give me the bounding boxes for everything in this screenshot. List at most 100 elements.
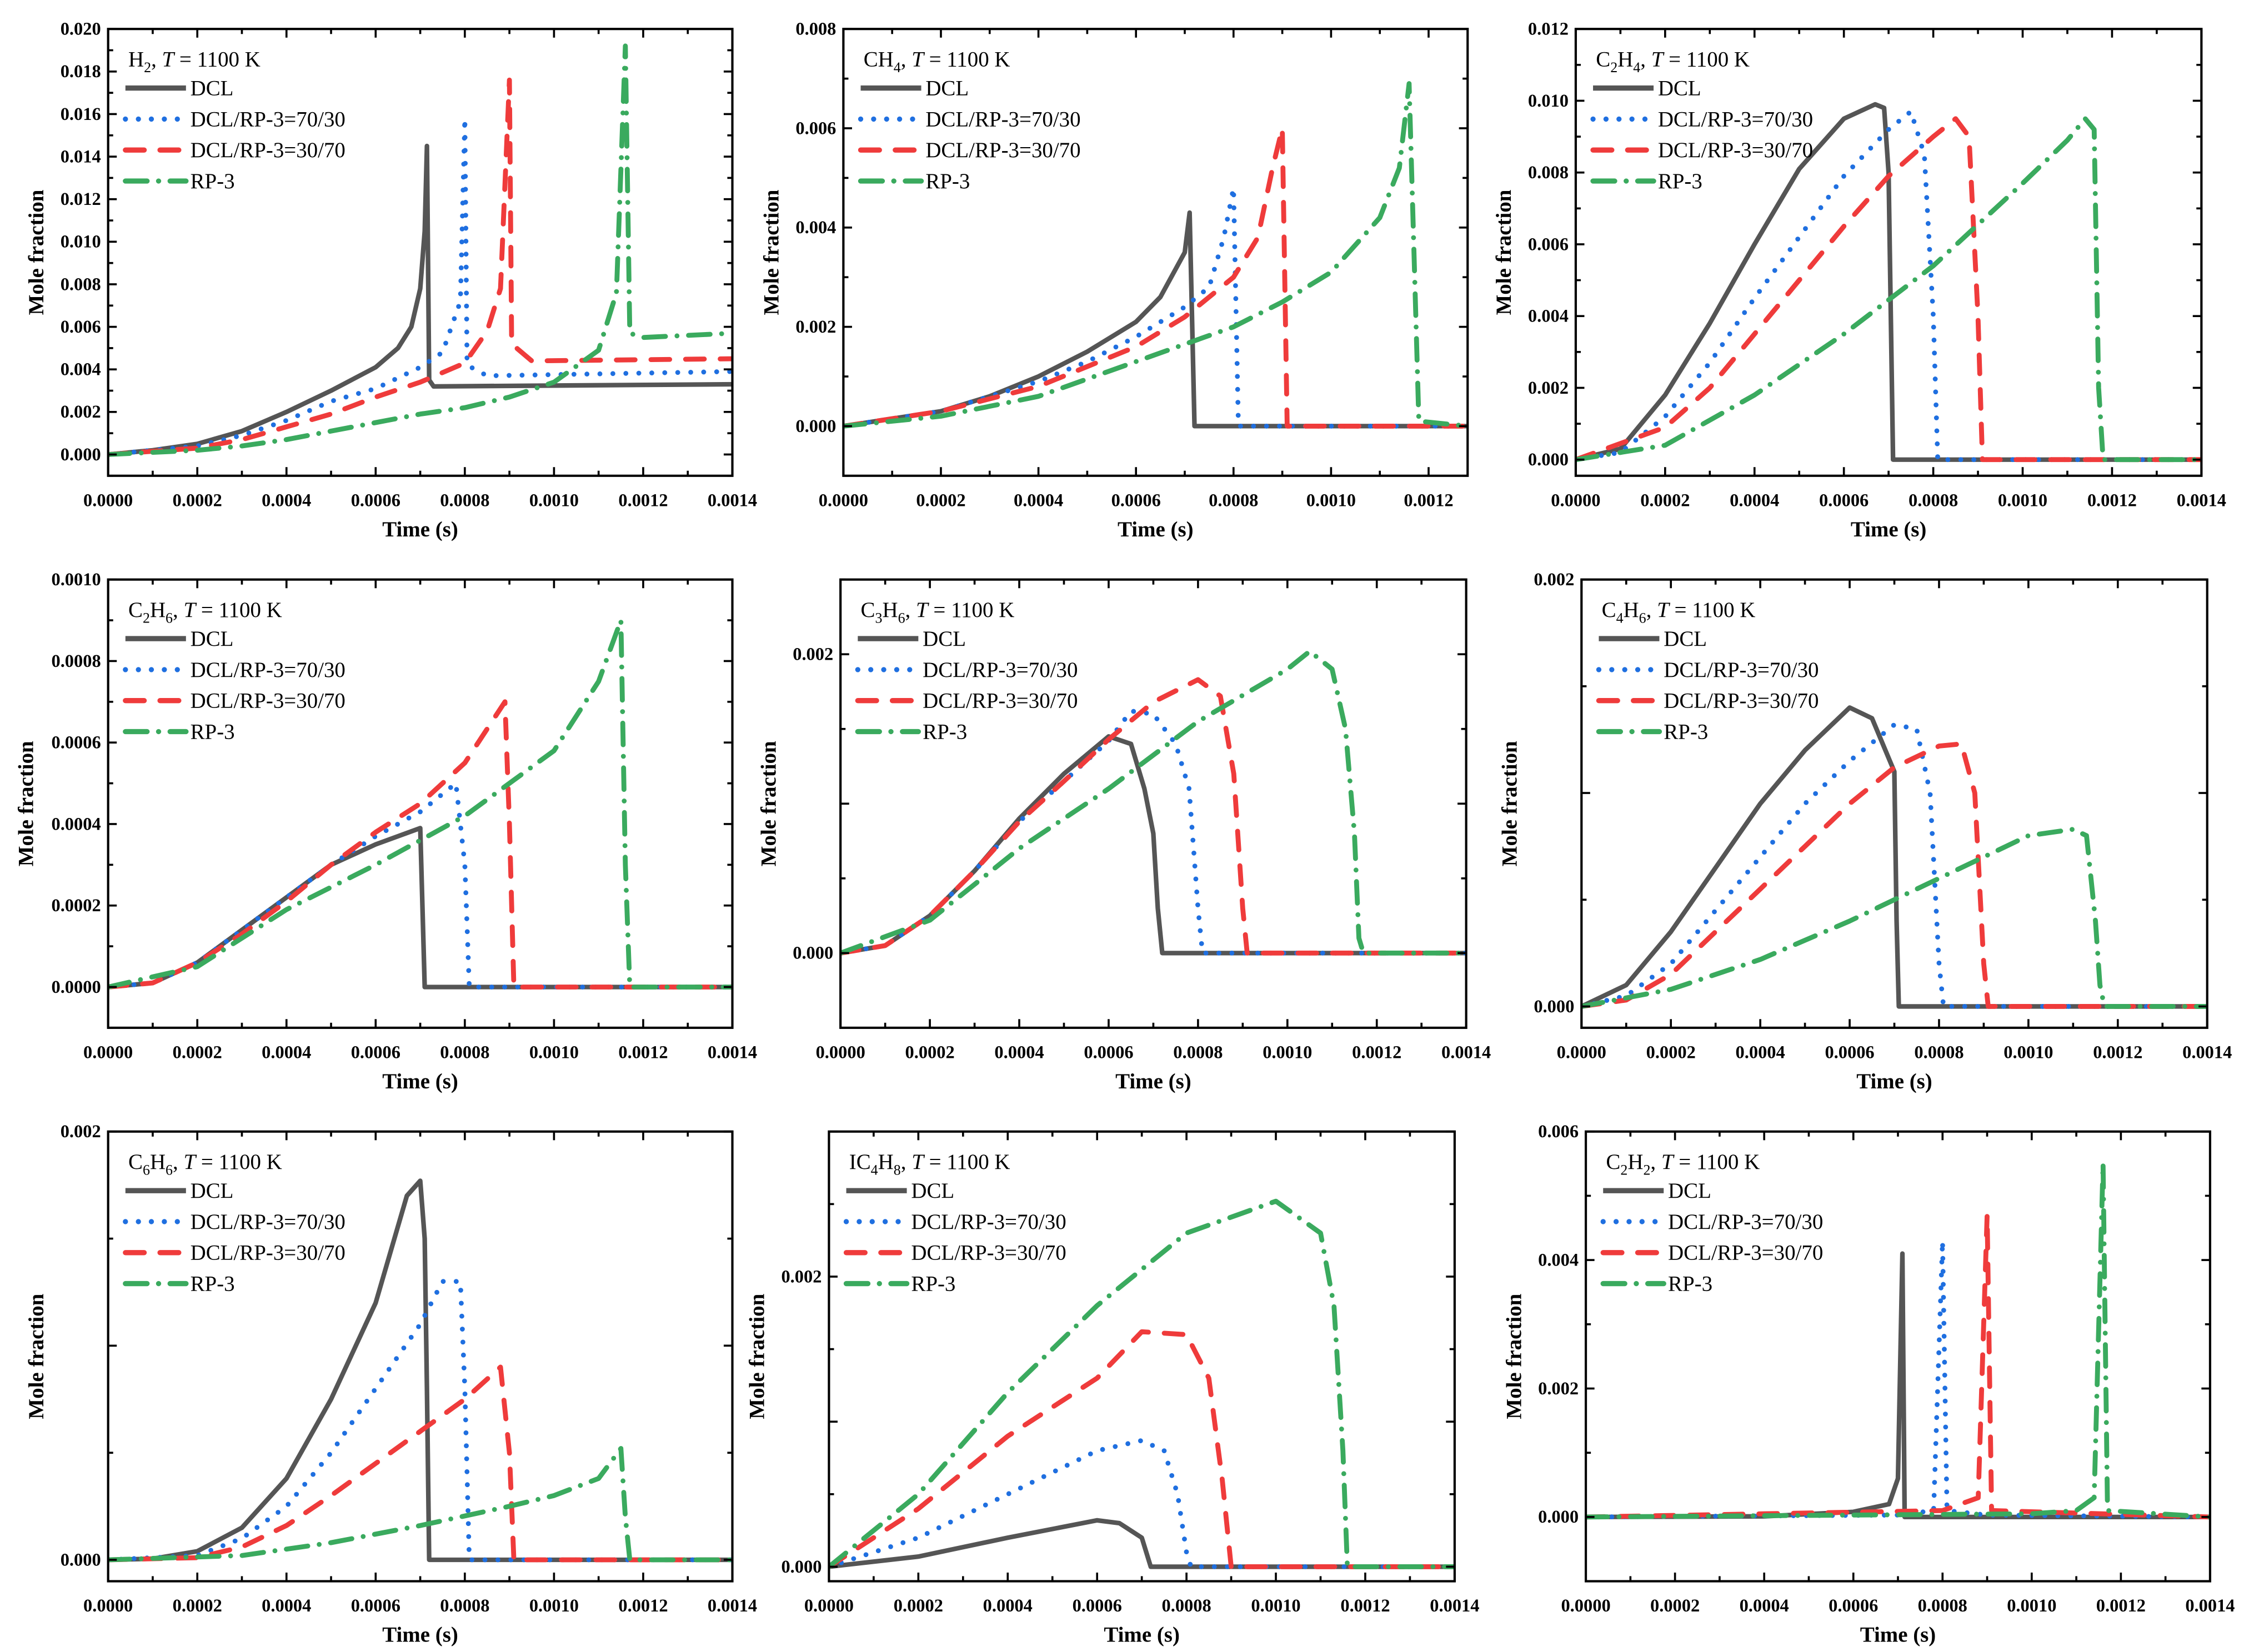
legend-label: RP-3 [1658,169,1702,193]
y-tick-label: 0.002 [793,645,833,665]
series-line-dcl-rp-3-30-70 [843,125,1468,429]
title-sep: , [173,598,183,622]
formula-part: CH [864,48,894,72]
x-tick-label: 0.0008 [440,1596,489,1616]
y-axis-label: Mole fraction [760,189,784,315]
formula-part: C [128,598,143,622]
series-line-dcl-rp-3-30-70 [829,1329,1455,1569]
legend-label: RP-3 [923,720,967,744]
y-tick-label: 0.0000 [51,977,101,997]
legend-label: DCL [191,627,234,651]
y-tick-label: 0.010 [61,232,101,252]
subscript: 2 [1643,1162,1650,1178]
y-tick-label: 0.0008 [51,651,101,671]
legend-label: RP-3 [925,169,970,193]
formula-part: H [1617,48,1633,72]
subscript: 6 [898,610,905,626]
temp-variable: T [183,1150,197,1174]
series-line-dcl [108,143,733,457]
x-tick-label: 0.0002 [173,490,222,510]
y-axis-label: Mole fraction [24,189,48,315]
legend: DCL DCL/RP-3=70/30 DCL/RP-3=30/70 RP-3 [843,1179,1066,1296]
y-axis-label: Mole fraction [24,1293,48,1419]
x-tick-label: 0.0000 [83,490,133,510]
series-line-rp-3 [1581,826,2207,1009]
x-axis-label: Time (s) [382,518,458,541]
x-tick-label: 0.0000 [819,490,868,510]
x-tick-label: 0.0004 [262,1596,311,1616]
series-line-rp-3 [1575,116,2202,463]
legend-label: DCL/RP-3=70/30 [191,107,345,131]
x-tick-label: 0.0012 [618,1042,668,1062]
x-tick-label: 0.0008 [1209,490,1258,510]
x-tick-label: 0.0010 [2007,1596,2056,1616]
x-tick-label: 0.0002 [173,1042,222,1062]
series-line-rp-3 [829,1198,1455,1569]
y-tick-label: 0.018 [61,62,101,82]
temp-value: = 1100 K [924,1150,1010,1174]
series-line-dcl [1581,705,2207,1009]
y-tick-label: 0.000 [1538,1507,1579,1527]
formula-part: H [150,598,166,622]
x-tick-label: 0.0010 [529,490,579,510]
temp-value: = 1100 K [1669,598,1756,622]
subscript: 4 [1633,59,1640,76]
x-tick-label: 0.0008 [1914,1042,1964,1062]
x-axis-label: Time (s) [1851,518,1927,541]
x-tick-label: 0.0000 [1561,1596,1610,1616]
x-tick-label: 0.0008 [440,1042,489,1062]
legend-label: DCL/RP-3=30/70 [923,689,1078,713]
x-tick-label: 0.0000 [83,1596,133,1616]
chart-panel-c3h6: 0.0000 0.0002 0.0004 0.0006 0.0008 0.0010 0.00… [757,578,1491,1093]
subscript: 6 [143,1162,150,1178]
x-tick-label: 0.0002 [1646,1042,1696,1062]
title-sep: , [905,598,916,622]
legend-label: RP-3 [191,169,235,193]
x-tick-label: 0.0002 [1640,490,1690,510]
x-tick-label: 0.0004 [1736,1042,1785,1062]
series-line-rp-3 [843,81,1468,429]
legend: DCL DCL/RP-3=70/30 DCL/RP-3=30/70 RP-3 [123,1179,345,1296]
y-axis-label: Mole fraction [745,1293,769,1419]
x-tick-label: 0.0006 [1111,490,1161,510]
legend-label: DCL/RP-3=30/70 [191,689,345,713]
panel-title: C4H6, T = 1100 K [1602,598,1756,626]
legend: DCL DCL/RP-3=70/30 DCL/RP-3=30/70 RP-3 [858,77,1081,193]
series-line-dcl-rp-3-30-70 [1586,1212,2210,1520]
x-tick-label: 0.0008 [1909,490,1958,510]
y-tick-label: 0.000 [795,416,836,436]
legend-label: DCL/RP-3=30/70 [191,1241,345,1265]
y-tick-label: 0.002 [795,317,836,337]
x-tick-label: 0.0014 [2177,490,2226,510]
y-tick-label: 0.0006 [51,733,101,753]
x-tick-label: 0.0014 [708,1596,757,1616]
formula-part: C [128,1150,143,1174]
x-tick-label: 0.0000 [804,1596,854,1616]
panel-title: C2H2, T = 1100 K [1606,1150,1760,1178]
series-line-rp-3 [1586,1161,2210,1520]
title-sep: , [1650,1150,1661,1174]
series-line-dcl-rp-3-70-30 [829,1438,1455,1569]
x-tick-label: 0.0012 [1340,1596,1390,1616]
y-tick-label: 0.008 [61,274,101,294]
x-tick-label: 0.0008 [1162,1596,1211,1616]
chart-panel-c2h6: 0.0000 0.0002 0.0004 0.0006 0.0008 0.0010 0.00… [14,570,757,1093]
y-tick-label: 0.016 [61,104,101,124]
series-line-dcl-rp-3-70-30 [1581,722,2207,1009]
formula-part: C [1602,598,1616,622]
x-tick-label: 0.0010 [1251,1596,1300,1616]
subscript: 6 [1639,610,1646,626]
temp-variable: T [162,48,176,72]
temp-value: = 1100 K [174,48,261,72]
series-line-dcl-rp-3-70-30 [108,1279,733,1563]
legend-label: DCL/RP-3=70/30 [191,1210,345,1234]
x-tick-label: 0.0002 [173,1596,222,1616]
x-tick-label: 0.0004 [1740,1596,1789,1616]
formula-part: C [1596,48,1610,72]
subscript: 8 [894,1162,901,1178]
x-axis-label: Time (s) [382,1069,458,1093]
y-tick-label: 0.002 [61,402,101,422]
formula-part: H [882,598,898,622]
formula-part: H [1624,598,1639,622]
